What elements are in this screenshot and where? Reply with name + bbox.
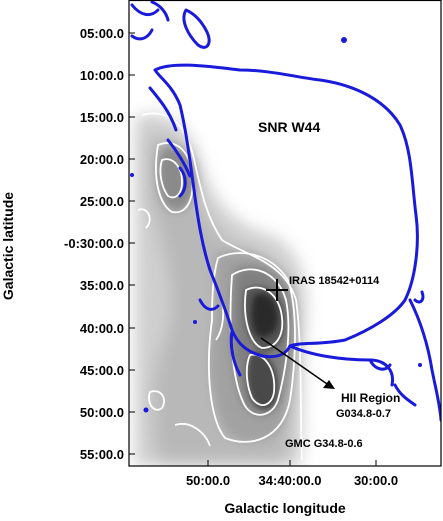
y-tick-labels: 05:00.0 10:00.0 15:00.0 20:00.0 25:00.0 … [64, 26, 124, 462]
y-tick-label: 05:00.0 [80, 26, 124, 41]
gmc-label: GMC G34.8-0.6 [285, 438, 363, 450]
y-tick-label: 25:00.0 [80, 194, 124, 209]
snr-label: SNR W44 [258, 119, 320, 135]
hii-region-pointer [260, 337, 335, 389]
x-tick-label: 30:00.0 [354, 473, 398, 488]
hii-region-label: HII Region [341, 391, 400, 405]
x-tick-label: 50:00.0 [186, 473, 230, 488]
iras-marker [266, 279, 288, 301]
plot-frame [128, 0, 442, 467]
snr-small-knots [130, 37, 422, 413]
x-tick-label: 34:40:00.0 [259, 473, 322, 488]
y-tick-label: 40:00.0 [80, 321, 124, 336]
y-tick-label: 15:00.0 [80, 110, 124, 125]
iras-label: IRAS 18542+0114 [289, 275, 380, 287]
hii-region-designation: G034.8-0.7 [336, 408, 391, 420]
y-tick-label: 10:00.0 [80, 68, 124, 83]
x-axis-title: Galactic longitude [224, 500, 346, 516]
y-axis-title: Galactic latitude [0, 192, 16, 300]
y-tick-label: 20:00.0 [80, 152, 124, 167]
snr-contour [130, 0, 441, 422]
axis-ticks [129, 32, 377, 466]
y-tick-label: -0:30:00.0 [64, 236, 124, 251]
y-tick-label: 35:00.0 [80, 278, 124, 293]
x-tick-labels: 50:00.0 34:40:00.0 30:00.0 [186, 473, 398, 488]
y-tick-label: 50:00.0 [80, 405, 124, 420]
y-tick-label: 55:00.0 [80, 447, 124, 462]
y-tick-label: 45:00.0 [80, 363, 124, 378]
